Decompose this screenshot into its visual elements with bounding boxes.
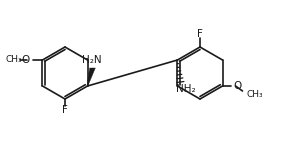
Text: CH₃: CH₃ <box>247 89 263 98</box>
Text: CH₃: CH₃ <box>5 56 22 65</box>
Text: F: F <box>197 29 203 39</box>
Text: F: F <box>62 105 68 115</box>
Polygon shape <box>87 68 95 86</box>
Text: NH₂: NH₂ <box>176 84 195 94</box>
Text: H₂N: H₂N <box>82 55 101 65</box>
Text: O: O <box>234 81 242 91</box>
Text: O: O <box>21 55 29 65</box>
